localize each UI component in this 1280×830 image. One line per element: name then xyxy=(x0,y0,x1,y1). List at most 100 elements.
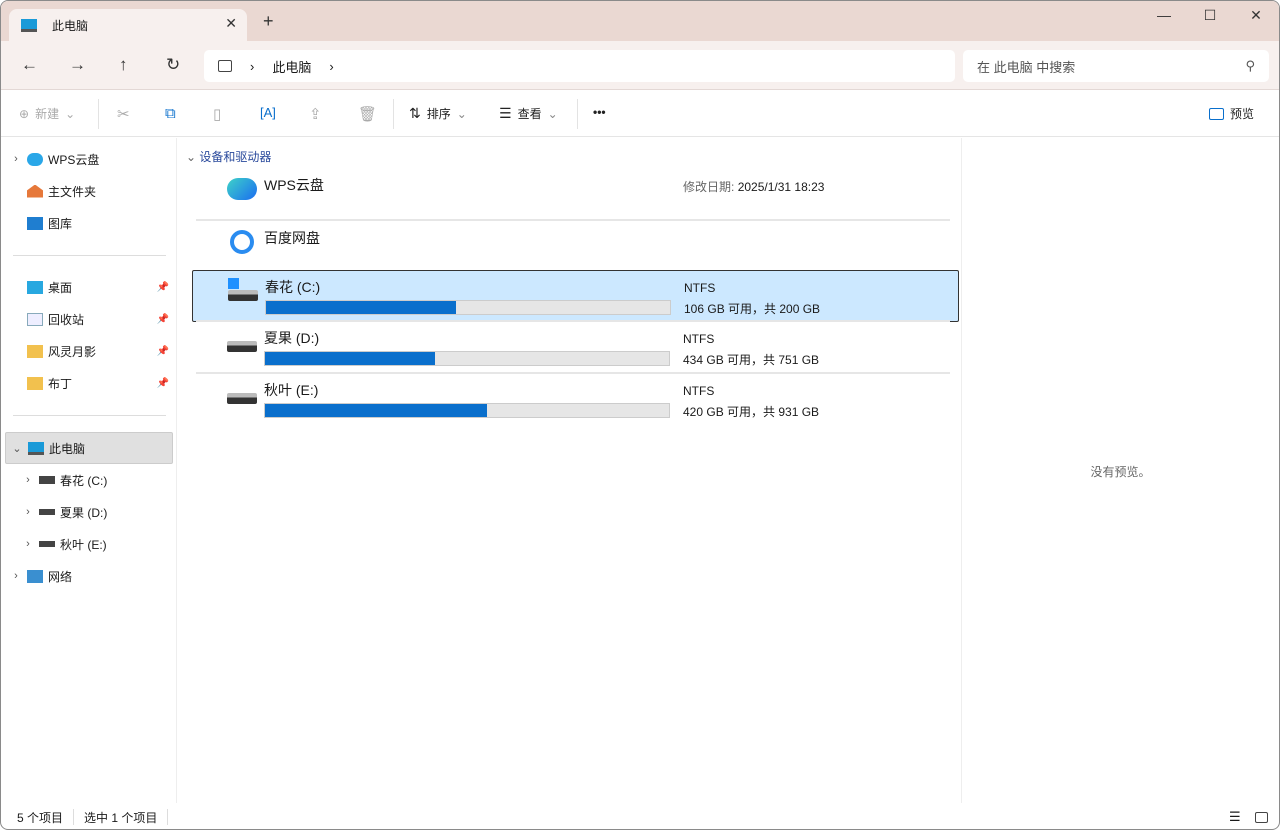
cut-button[interactable]: ✂ xyxy=(117,105,130,123)
sidebar-item-recycle-bin[interactable]: 回收站 📌 xyxy=(5,304,173,334)
refresh-button[interactable]: ↻ xyxy=(166,55,181,74)
preview-button[interactable]: 预览 xyxy=(1209,105,1254,122)
chevron-down-icon: ⌄ xyxy=(456,106,467,121)
paste-button[interactable]: ▯ xyxy=(213,105,221,123)
list-item-wps[interactable]: WPS云盘 修改日期: 2025/1/31 18:23 xyxy=(192,168,959,220)
list-item-drive[interactable]: 夏果 (D:) NTFS 434 GB 可用，共 751 GB xyxy=(192,322,959,374)
sidebar-item-network[interactable]: › 网络 xyxy=(5,561,173,591)
divider xyxy=(196,219,950,221)
search-input[interactable]: 在 此电脑 中搜索 ⚲ xyxy=(963,50,1269,82)
pin-icon: 📌 xyxy=(156,377,169,389)
chevron-down-icon: ⌄ xyxy=(65,106,76,121)
baidu-netdisk-icon xyxy=(230,230,254,254)
drive-usage-bar xyxy=(265,300,671,315)
sort-button[interactable]: ⇅ 排序 ⌄ xyxy=(409,105,467,121)
sidebar-item-wps[interactable]: › WPS云盘 xyxy=(5,144,173,174)
maximize-button[interactable]: ☐ xyxy=(1203,7,1217,23)
cloud-icon xyxy=(27,152,43,166)
content-pane: ⌄ 设备和驱动器 WPS云盘 修改日期: 2025/1/31 18:23 百度网… xyxy=(178,138,961,803)
group-header-devices[interactable]: ⌄ 设备和驱动器 xyxy=(186,150,272,164)
back-button[interactable]: ← xyxy=(21,55,38,74)
folder-icon xyxy=(27,376,43,390)
wps-cloud-icon xyxy=(227,178,257,200)
close-tab-button[interactable]: ✕ xyxy=(225,15,237,31)
preview-pane: 没有预览。 xyxy=(961,138,1279,803)
breadcrumb-chevron-icon[interactable]: › xyxy=(329,58,334,74)
pin-icon: 📌 xyxy=(156,345,169,357)
rename-icon: [A] xyxy=(260,105,276,120)
preview-pane-icon xyxy=(1209,107,1224,120)
tiles-view-button[interactable] xyxy=(1255,811,1268,823)
sort-icon: ⇅ xyxy=(409,105,421,121)
plus-circle-icon: ⊕ xyxy=(19,106,30,121)
sidebar-item-home[interactable]: 主文件夹 xyxy=(5,176,173,206)
drive-usage-bar xyxy=(264,403,670,418)
chevron-right-icon[interactable]: › xyxy=(26,538,30,550)
sidebar-item-desktop[interactable]: 桌面 📌 xyxy=(5,272,173,302)
divider xyxy=(13,255,166,256)
network-icon xyxy=(27,569,43,583)
sidebar-item-gallery[interactable]: 图库 xyxy=(5,208,173,238)
close-window-button[interactable]: ✕ xyxy=(1250,7,1262,23)
title-bar: 此电脑 ✕ + — ☐ ✕ xyxy=(1,1,1279,41)
copy-button[interactable]: ⧉ xyxy=(165,105,176,122)
sidebar-item-folder[interactable]: 风灵月影 📌 xyxy=(5,336,173,366)
divider xyxy=(577,99,578,129)
share-icon: ⇪ xyxy=(309,106,322,123)
tab-this-pc[interactable]: 此电脑 ✕ xyxy=(9,9,247,41)
pin-icon: 📌 xyxy=(156,313,169,325)
delete-button[interactable]: 🗑 xyxy=(358,105,377,123)
more-button[interactable]: ••• xyxy=(593,105,606,119)
breadcrumb-chevron-icon: › xyxy=(250,58,255,74)
monitor-icon xyxy=(218,60,232,72)
chevron-right-icon[interactable]: › xyxy=(26,474,30,486)
list-item-drive[interactable]: 春花 (C:) NTFS 106 GB 可用，共 200 GB xyxy=(192,270,959,322)
drive-icon xyxy=(228,290,258,301)
sidebar-item-drive-e[interactable]: › 秋叶 (E:) xyxy=(17,529,185,559)
share-button[interactable]: ⇪ xyxy=(309,105,322,123)
divider xyxy=(196,372,950,374)
up-button[interactable]: ↑ xyxy=(119,55,128,74)
list-item-baidu[interactable]: 百度网盘 xyxy=(192,222,959,274)
drive-usage-bar xyxy=(264,351,670,366)
breadcrumb-this-pc[interactable]: 此电脑 xyxy=(272,59,312,75)
chevron-right-icon[interactable]: › xyxy=(14,570,18,582)
address-bar[interactable]: › 此电脑 › xyxy=(204,50,955,82)
desktop-icon xyxy=(27,280,43,294)
home-icon xyxy=(27,184,43,198)
clipboard-icon: ▯ xyxy=(213,106,222,123)
divider xyxy=(393,99,394,129)
sidebar-item-folder[interactable]: 布丁 📌 xyxy=(5,368,173,398)
pin-icon: 📌 xyxy=(156,281,169,293)
sidebar-item-drive-c[interactable]: › 春花 (C:) xyxy=(17,465,185,495)
list-item-drive[interactable]: 秋叶 (E:) NTFS 420 GB 可用，共 931 GB xyxy=(192,374,959,426)
sidebar-item-this-pc[interactable]: ⌄ 此电脑 xyxy=(5,432,173,464)
details-view-button[interactable]: ☰ xyxy=(1229,809,1241,824)
minimize-button[interactable]: — xyxy=(1157,7,1171,23)
drive-icon xyxy=(227,341,257,352)
drive-icon xyxy=(39,476,55,484)
forward-button[interactable]: → xyxy=(69,55,86,74)
status-bar: 5 个项目 选中 1 个项目 ☰ xyxy=(1,804,1279,829)
monitor-icon xyxy=(28,441,44,455)
chevron-right-icon[interactable]: › xyxy=(14,153,18,165)
rename-button[interactable]: [A] xyxy=(260,105,276,120)
sidebar-item-drive-d[interactable]: › 夏果 (D:) xyxy=(17,497,185,527)
gallery-icon xyxy=(27,216,43,230)
monitor-icon xyxy=(21,18,37,32)
drive-icon xyxy=(227,393,257,404)
chevron-down-icon[interactable]: ⌄ xyxy=(12,442,22,455)
divider xyxy=(196,320,950,322)
chevron-right-icon[interactable]: › xyxy=(26,506,30,518)
chevron-down-icon: ⌄ xyxy=(186,150,200,164)
divider xyxy=(98,99,99,129)
command-bar: ⊕ 新建 ⌄ ✂ ⧉ ▯ [A] ⇪ 🗑 ⇅ 排序 ⌄ ☰ 查看 ⌄ ••• 预览 xyxy=(1,91,1279,137)
navigation-pane: › WPS云盘 主文件夹 图库 桌面 📌 回收站 📌 风灵月影 📌 布丁 📌 ⌄ 此电脑 ›… xyxy=(1,138,177,803)
scissors-icon: ✂ xyxy=(117,106,130,123)
view-button[interactable]: ☰ 查看 ⌄ xyxy=(499,105,558,121)
new-tab-button[interactable]: + xyxy=(263,11,274,31)
list-icon: ☰ xyxy=(499,105,512,121)
navigation-bar: ← → ↑ ↻ › 此电脑 › 在 此电脑 中搜索 ⚲ xyxy=(1,41,1279,90)
new-button[interactable]: ⊕ 新建 ⌄ xyxy=(19,106,76,122)
